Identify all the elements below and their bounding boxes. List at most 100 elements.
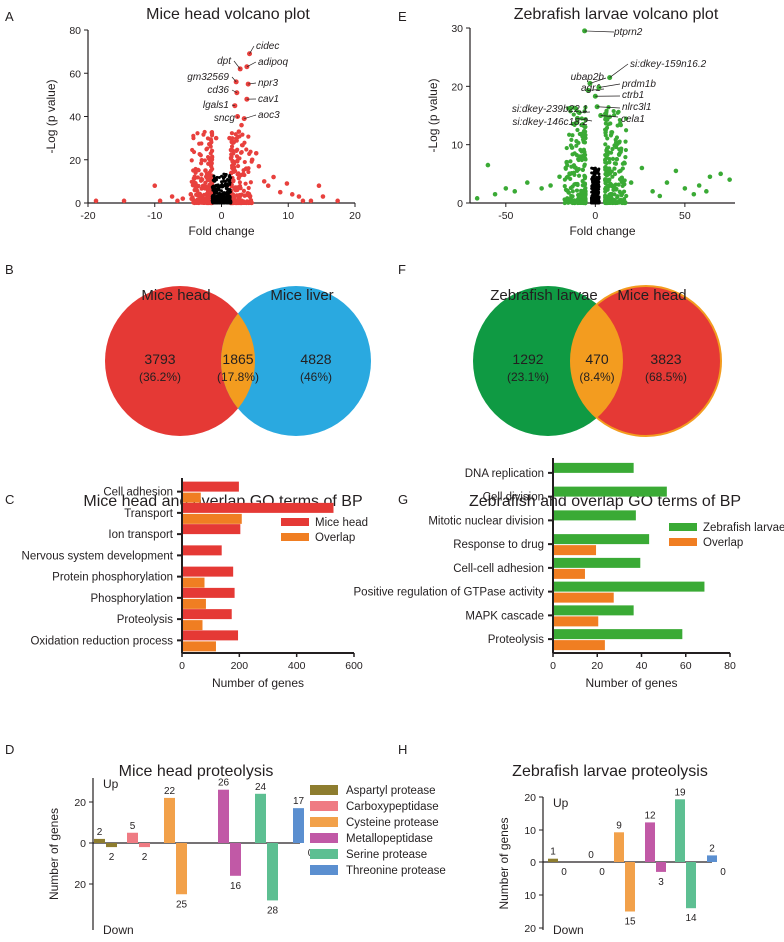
outlier-point [673, 168, 679, 174]
venn-count: 3823 [650, 351, 681, 367]
significant-point [607, 192, 612, 198]
outlier-point [169, 194, 175, 199]
label-leader-line [609, 63, 629, 78]
significant-point [612, 186, 617, 191]
significant-point [623, 116, 629, 121]
x-tick-label: 0 [219, 210, 225, 222]
nonsignificant-point [591, 187, 595, 191]
bar-overlap [183, 513, 242, 524]
significant-point [202, 158, 208, 163]
significant-point [248, 194, 253, 199]
outlier-point [265, 183, 271, 188]
legend-swatch [310, 817, 338, 827]
category-label: Positive regulation of GTPase activity [354, 587, 545, 599]
nonsignificant-point [590, 194, 594, 198]
chart-title: Zebrafish larvae proteolysis [512, 763, 708, 780]
significant-point [575, 200, 580, 206]
significant-point [195, 131, 200, 136]
significant-point [228, 147, 233, 153]
significant-point [244, 147, 249, 152]
significant-point [234, 148, 239, 153]
outlier-point [564, 159, 569, 165]
chart-title: Mice head proteolysis [119, 763, 274, 780]
bar-zebrafish-larvae [554, 605, 634, 616]
venn-percent: (36.2%) [139, 370, 181, 384]
nonsignificant-point [220, 174, 224, 178]
significant-point [189, 158, 194, 163]
bar-up [548, 858, 558, 862]
outlier-point [271, 174, 276, 180]
significant-point [241, 168, 246, 173]
gene-label: dpt [217, 56, 232, 67]
venn-circle-left [105, 286, 255, 436]
nonsignificant-point [210, 196, 214, 200]
bar-mice-head [183, 545, 222, 556]
gene-label: cela1 [621, 114, 645, 125]
significant-point [243, 181, 248, 186]
gene-label: aoc3 [258, 110, 280, 121]
x-tick-label: -20 [80, 210, 95, 222]
bar-up-label: 24 [255, 782, 267, 793]
bar-down-label: 16 [230, 881, 242, 892]
legend-swatch [281, 518, 309, 526]
nonsignificant-point [591, 176, 595, 180]
y-tick-label: 20 [524, 923, 536, 935]
outlier-point [256, 163, 262, 169]
significant-point [193, 170, 198, 175]
significant-point [582, 182, 588, 187]
y-axis-label: -Log (p value) [44, 79, 58, 153]
x-axis-label: Fold change [569, 224, 635, 238]
significant-point [198, 153, 203, 158]
label-leader-line [248, 82, 257, 85]
bar-up-label: 1 [550, 847, 556, 858]
legend-swatch [310, 833, 338, 843]
gene-label: si:dkey-146c18.2 [512, 117, 588, 128]
bar-up-label: 2 [97, 827, 103, 838]
nonsignificant-point [228, 178, 232, 182]
venn-overlap [571, 286, 623, 436]
bar-overlap [554, 568, 585, 579]
bar-down-label: 15 [624, 917, 636, 928]
significant-point [192, 200, 197, 206]
significant-point [209, 148, 215, 154]
significant-point [236, 199, 242, 204]
significant-point [583, 132, 588, 138]
gene-label: si:dkey-159n16.2 [630, 59, 707, 70]
significant-point [241, 188, 247, 193]
category-label: Cell-cell adhesion [453, 563, 544, 575]
x-tick-label: 200 [231, 660, 249, 672]
category-label: Phosphorylation [91, 593, 173, 605]
nonsignificant-point [594, 179, 598, 183]
y-tick-label: 10 [524, 890, 536, 902]
bar-overlap [554, 592, 614, 603]
significant-point [239, 192, 244, 197]
venn-count: 3793 [144, 351, 175, 367]
significant-point [232, 196, 237, 201]
x-tick-label: -10 [147, 210, 162, 222]
outlier-point [203, 168, 208, 173]
significant-point [241, 171, 246, 176]
label-leader-line [577, 118, 593, 122]
category-label: DNA replication [465, 468, 544, 480]
nonsignificant-point [222, 191, 226, 195]
y-axis-label: Number of genes [47, 808, 61, 900]
panel-letter-b: B [5, 262, 14, 277]
significant-point [189, 196, 194, 201]
label-leader-line [589, 77, 607, 84]
significant-point [580, 134, 585, 139]
significant-point [568, 185, 573, 191]
significant-point [566, 106, 571, 111]
significant-point [229, 170, 234, 175]
outlier-point [485, 162, 491, 168]
significant-point [570, 189, 575, 194]
significant-point [575, 119, 580, 125]
nonsignificant-point [228, 181, 232, 185]
y-tick-label: 0 [80, 838, 86, 850]
significant-point [568, 159, 573, 164]
significant-point [233, 132, 238, 137]
significant-point [231, 140, 237, 145]
significant-point [235, 159, 240, 164]
nonsignificant-point [218, 194, 222, 198]
bar-mice-head [183, 524, 241, 535]
bar-up-label: 5 [130, 821, 136, 832]
